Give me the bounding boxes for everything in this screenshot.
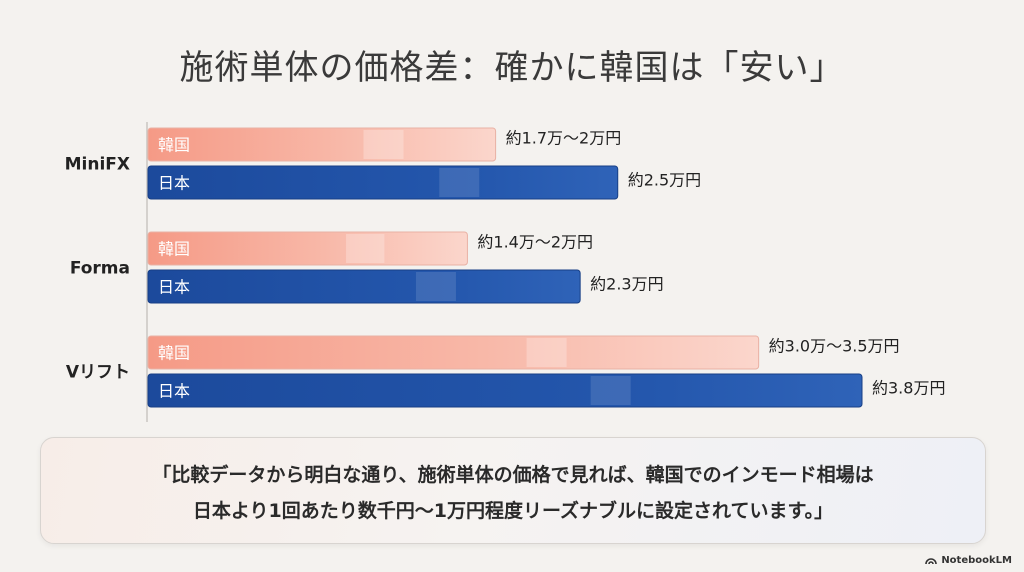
quote-box: 「比較データから明白な通り、施術単体の価格で見れば、韓国でのインモード相場は 日…: [40, 437, 986, 544]
brand-watermark: NotebookLM: [925, 555, 1012, 566]
bar-japan: [147, 269, 581, 304]
chart-title: 施術単体の価格差：確かに韓国は「安い」: [179, 48, 845, 88]
bar-japan: [147, 373, 863, 408]
bar-shine: [439, 168, 480, 197]
bar-japan: [147, 165, 619, 200]
bar-series-label: 日本: [158, 278, 190, 297]
bar-korea: [147, 335, 760, 370]
bar-series-label: 韓国: [158, 240, 190, 259]
quote-line-1: 「比較データから明白な通り、施術単体の価格で見れば、韓国でのインモード相場は: [152, 464, 874, 486]
bar-shine: [526, 338, 567, 367]
category-label: Vリフト: [66, 363, 130, 383]
bar-series-label: 韓国: [158, 136, 190, 155]
bar-shine: [415, 272, 456, 301]
category-label: Forma: [70, 259, 130, 279]
bar-value-label: 約2.3万円: [590, 275, 663, 294]
bar-series-label: 日本: [158, 174, 190, 193]
bar-series-label: 韓国: [158, 344, 190, 363]
brand-name: NotebookLM: [941, 555, 1012, 566]
bar-shine: [346, 234, 385, 263]
bar-korea: [147, 231, 468, 266]
bar-shine: [363, 130, 404, 159]
bar-value-label: 約3.8万円: [872, 379, 945, 398]
bar-value-label: 約1.7万～2万円: [506, 129, 622, 148]
bar-value-label: 約2.5万円: [628, 171, 701, 190]
bar-shine: [590, 376, 631, 405]
bar-value-label: 約1.4万～2万円: [477, 233, 593, 252]
bar-value-label: 約3.0万～3.5万円: [769, 337, 900, 356]
notebooklm-logo-icon: [925, 557, 938, 564]
category-label: MiniFX: [65, 155, 130, 175]
bar-korea: [147, 127, 497, 162]
quote-line-2: 日本より1回あたり数千円～1万円程度リーズナブルに設定されています。」: [192, 500, 834, 522]
bar-series-label: 日本: [158, 382, 190, 401]
